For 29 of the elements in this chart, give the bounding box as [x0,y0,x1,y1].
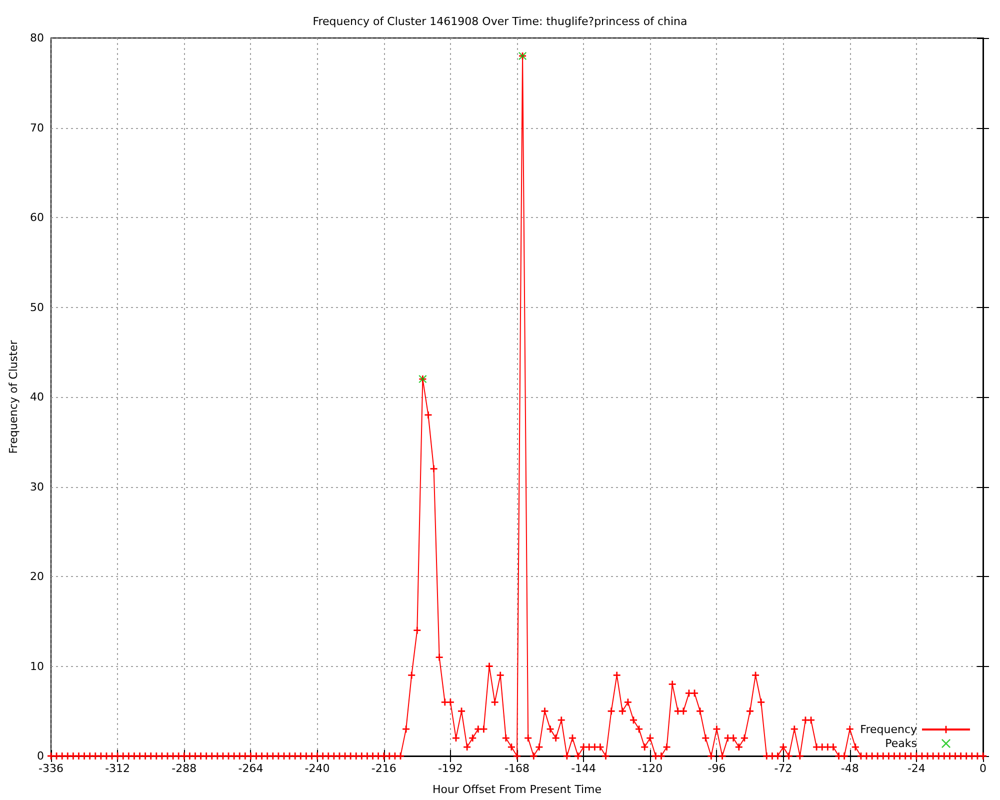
x-tick-label: -336 [38,762,64,775]
x-tick-label: -312 [105,762,130,775]
x-tick-label: -264 [238,762,264,775]
y-tick-label: 0 [37,750,44,762]
x-tick-label: -240 [304,762,330,775]
chart-title: Frequency of Cluster 1461908 Over Time: thuglife?princess of china [312,15,688,28]
y-tick-label: 30 [30,480,44,494]
y-tick-label: 50 [30,300,44,314]
y-tick-label: 80 [30,32,44,44]
y-tick-label: 20 [30,570,44,583]
x-tick-label: -72 [774,762,792,775]
x-tick-label: -192 [438,762,463,775]
y-tick-label: 70 [30,121,44,134]
y-tick-label: 40 [30,390,44,404]
y-axis-title: Frequency of Cluster [7,340,20,454]
x-tick-label: -120 [638,762,663,775]
legend-label: Peaks [885,737,918,750]
x-tick-label: 0 [980,762,986,775]
legend-label: Frequency [860,723,918,736]
x-tick-label: -216 [371,762,396,775]
x-axis-title: Hour Offset From Present Time [432,783,602,796]
x-tick-label: -288 [172,762,197,775]
y-tick-label: 60 [30,211,44,224]
x-tick-label: -24 [907,762,926,775]
x-tick-label: -144 [571,762,596,775]
x-tick-label: -168 [504,762,530,775]
y-tick-label: 10 [30,660,44,673]
x-tick-label: -48 [840,762,859,775]
x-tick-label: -96 [708,762,726,775]
